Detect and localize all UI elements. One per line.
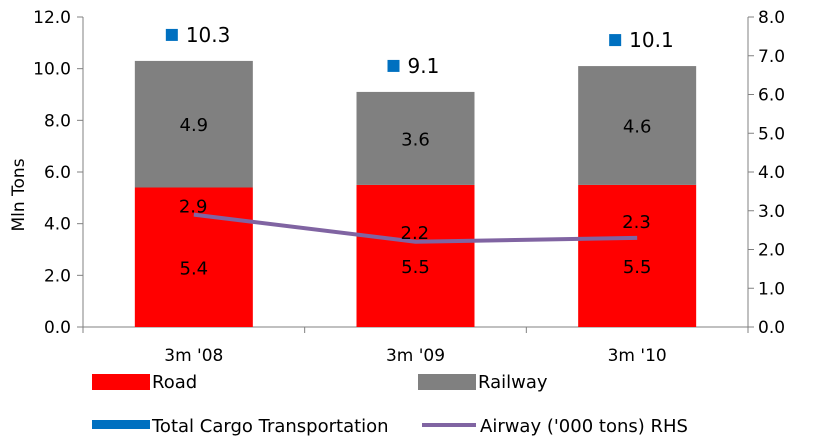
y2-tick-label: 5.0 [758,124,785,144]
y2-tick-label: 0.0 [758,318,785,338]
bar-road [578,184,697,327]
x-tick-label: 3m '09 [386,346,445,366]
label-railway: 4.9 [180,115,209,136]
legend-label: Railway [478,372,548,393]
legend-label: Airway ('000 tons) RHS [480,416,688,437]
label-railway: 3.6 [401,129,430,150]
x-tick-label: 3m '10 [608,346,667,366]
label-airway: 2.2 [401,223,430,244]
y-tick-label: 2.0 [44,266,71,286]
y2-tick-label: 4.0 [758,163,785,183]
legend-swatch [92,420,150,429]
bar-railway [356,91,475,185]
marker-total [165,28,178,41]
label-airway: 2.3 [622,212,651,233]
label-total: 9.1 [408,54,440,78]
label-road: 5.5 [401,257,430,278]
y2-tick-label: 7.0 [758,47,785,67]
y-tick-label: 8.0 [44,111,71,131]
y-tick-label: 10.0 [33,60,71,80]
label-road: 5.4 [180,258,209,279]
y2-tick-label: 2.0 [758,241,785,261]
legend-label: Road [152,372,197,393]
y-tick-label: 0.0 [44,318,71,338]
airway-line [193,212,638,244]
y-axis-title: Mln Tons [9,158,29,231]
y-tick-label: 12.0 [33,8,71,28]
bar-road [356,184,475,327]
y2-tick-label: 8.0 [758,8,785,28]
airway-line-path [193,212,638,244]
label-total: 10.1 [629,28,674,52]
y-tick-label: 4.0 [44,215,71,235]
bar-railway [578,66,697,185]
label-total: 10.3 [186,23,231,47]
legend-label: Total Cargo Transportation [151,416,389,437]
x-tick-label: 3m '08 [164,346,223,366]
bar-railway [134,60,253,188]
legend-swatch [92,374,150,390]
y2-tick-label: 1.0 [758,279,785,299]
label-road: 5.5 [623,257,652,278]
y2-tick-label: 6.0 [758,86,785,106]
label-railway: 4.6 [623,117,652,138]
marker-total [609,34,622,47]
legend-swatch [418,374,476,390]
y-tick-label: 6.0 [44,163,71,183]
data-labels: 5.4 4.9 10.3 5.5 3.6 9.1 5.5 4.6 10.1 2.9 2.2 2.3 [165,23,674,279]
bar-road [134,187,253,327]
marker-total [387,59,400,72]
legend: Road Railway Total Cargo Transportation Air… [92,372,688,437]
bars [134,60,697,327]
label-airway: 2.9 [179,197,208,218]
y2-tick-label: 3.0 [758,202,785,222]
